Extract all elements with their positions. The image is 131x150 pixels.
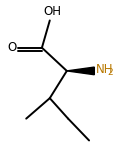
Text: NH: NH (96, 63, 114, 76)
Text: O: O (7, 41, 16, 54)
Text: 2: 2 (107, 68, 113, 77)
Text: OH: OH (43, 5, 61, 18)
Polygon shape (67, 67, 94, 75)
